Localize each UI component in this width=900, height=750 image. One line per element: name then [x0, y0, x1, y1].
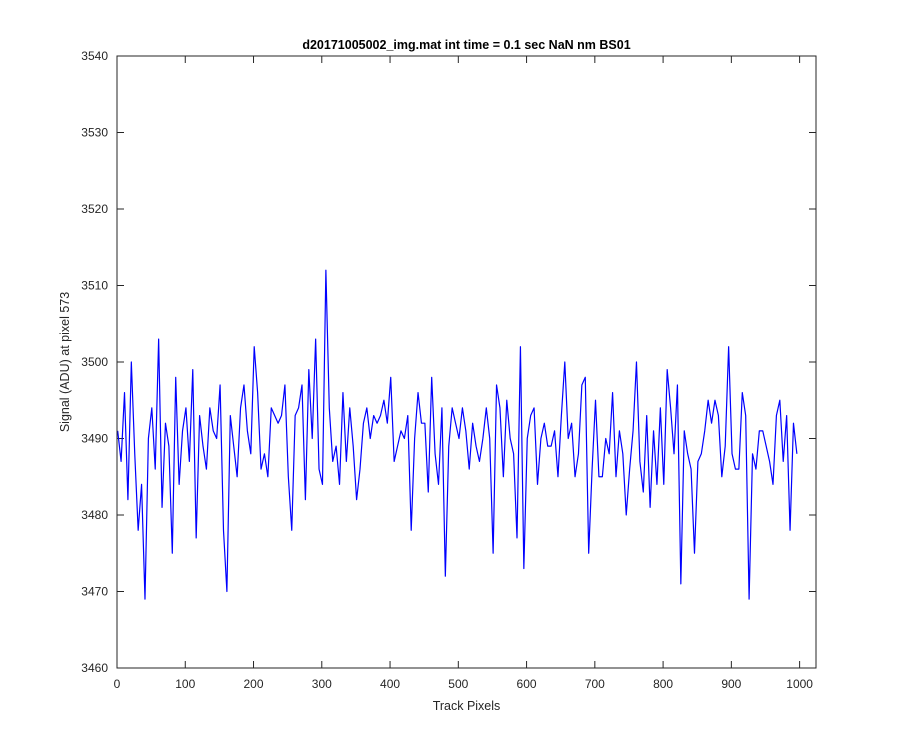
- axis-ticks: 0 100 200 300 400 500 600 700 800 900 1000 3460 3470…: [81, 49, 816, 691]
- y-tick-label: 3530: [81, 126, 108, 140]
- series-group: [117, 269, 798, 600]
- y-axis-label: Signal (ADU) at pixel 573: [58, 292, 72, 432]
- x-axis-label: Track Pixels: [433, 699, 501, 713]
- y-tick-label: 3500: [81, 355, 108, 369]
- chart-title: d20171005002_img.mat int time = 0.1 sec …: [302, 38, 630, 52]
- x-tick-label: 100: [175, 677, 195, 691]
- x-tick-label: 1000: [786, 677, 813, 691]
- x-tick-label: 300: [312, 677, 332, 691]
- y-tick-label: 3520: [81, 202, 108, 216]
- x-tick-label: 900: [721, 677, 741, 691]
- x-tick-label: 500: [448, 677, 468, 691]
- x-tick-label: 400: [380, 677, 400, 691]
- y-tick-label: 3470: [81, 585, 108, 599]
- x-tick-label: 0: [114, 677, 121, 691]
- y-tick-label: 3510: [81, 279, 108, 293]
- x-tick-label: 700: [585, 677, 605, 691]
- y-tick-label: 3480: [81, 508, 108, 522]
- y-tick-label: 3490: [81, 432, 108, 446]
- plot-area: [117, 56, 816, 668]
- y-tick-label: 3540: [81, 49, 108, 63]
- x-tick-label: 600: [517, 677, 537, 691]
- x-tick-label: 800: [653, 677, 673, 691]
- series-line: [117, 269, 798, 600]
- axes-box: [116, 55, 817, 669]
- x-tick-label: 200: [244, 677, 264, 691]
- y-tick-label: 3460: [81, 661, 108, 675]
